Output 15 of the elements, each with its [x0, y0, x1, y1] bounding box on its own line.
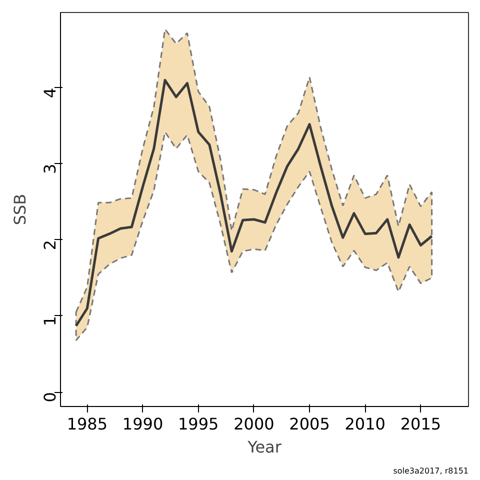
x-tick-label: 1995	[178, 414, 219, 434]
x-tick-label: 1985	[66, 414, 108, 434]
y-tick-label: 3	[40, 164, 60, 174]
x-tick-label: 2000	[234, 414, 274, 434]
y-tick-label: 4	[40, 88, 60, 98]
y-tick-label: 1	[40, 316, 60, 326]
x-tick-label: 2005	[289, 414, 330, 434]
x-tick-label: 2015	[400, 414, 442, 434]
text: sole3a2017, r8151	[393, 466, 469, 476]
y-tick-label: 0	[40, 392, 60, 402]
x-tick-label: 2010	[344, 414, 386, 434]
x-tick-label: 1990	[122, 414, 164, 434]
x-axis-title: Year	[246, 438, 282, 456]
y-axis-title: SSB	[10, 194, 30, 226]
y-tick-label: 2	[40, 240, 60, 250]
